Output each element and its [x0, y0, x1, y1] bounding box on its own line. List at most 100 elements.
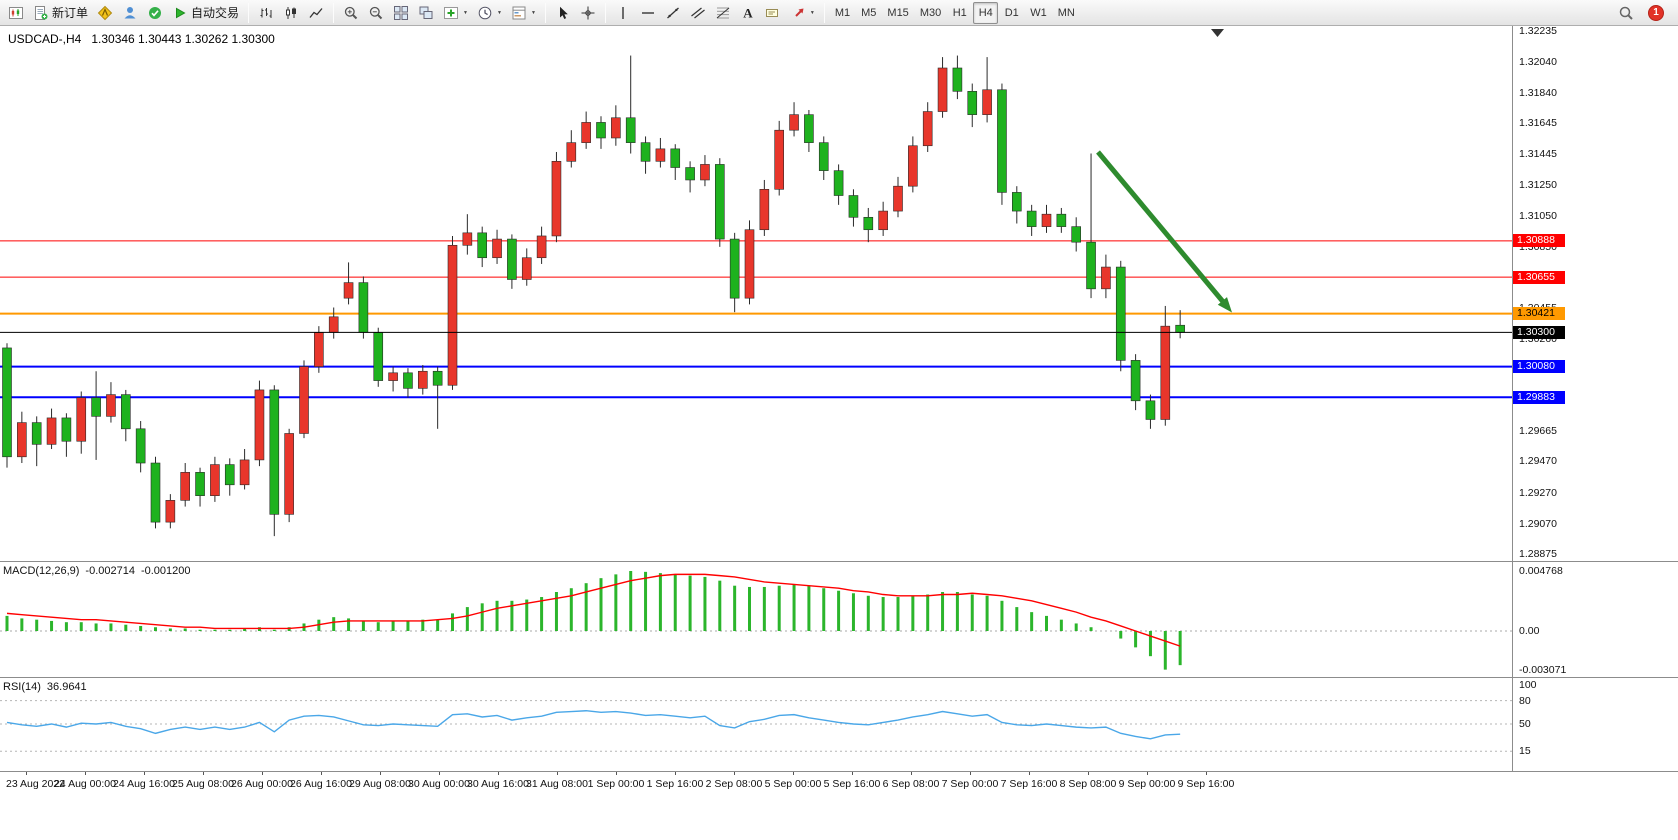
new-order-button[interactable]: 新订单 — [29, 2, 92, 24]
price-level-badge: 1.30300 — [1513, 325, 1565, 339]
add-indicator-button[interactable]: ▼ — [439, 2, 472, 24]
market-button[interactable] — [143, 2, 167, 24]
text-label-tool-button[interactable] — [761, 2, 785, 24]
equidistant-channel-icon — [691, 7, 705, 18]
time-axis-tick — [380, 771, 381, 775]
cascade-windows-button[interactable] — [414, 2, 438, 24]
rsi-value: 36.9641 — [46, 681, 87, 693]
time-axis-tick — [85, 771, 86, 775]
toolbar-separator — [544, 2, 546, 23]
metaeditor-button[interactable] — [93, 2, 117, 24]
timeframe-button-m5[interactable]: M5 — [861, 6, 877, 19]
add-indicator-icon — [444, 6, 459, 19]
timeframe-button-m1[interactable]: M1 — [834, 6, 851, 19]
macd-scale-label: 0.004768 — [1519, 564, 1563, 577]
price-level-badge: 1.30655 — [1513, 270, 1565, 284]
timeframe-button-h4[interactable]: H4 — [973, 1, 999, 24]
zoom-in-button[interactable] — [339, 2, 363, 24]
time-axis-tick — [262, 771, 263, 775]
price-axis-label: 1.31840 — [1519, 86, 1557, 99]
time-axis-tick — [793, 771, 794, 775]
cursor-button[interactable] — [551, 2, 575, 24]
timeframe-button-d1[interactable]: D1 — [1004, 6, 1019, 19]
price-axis-label: 1.31050 — [1519, 209, 1557, 222]
time-axis-tick — [616, 771, 617, 775]
search-button[interactable] — [1614, 2, 1638, 24]
price-level-badge: 1.30888 — [1513, 234, 1565, 248]
bar-chart-button[interactable] — [254, 2, 278, 24]
price-axis[interactable]: 1.32235 1.32040 1.31840 1.31645 1.31445 1.312… — [1512, 25, 1678, 771]
time-axis-label: 7 Sep 00:00 — [941, 778, 999, 790]
community-button[interactable] — [118, 2, 142, 24]
price-axis-label: 1.31250 — [1519, 178, 1557, 191]
price-chart-panel[interactable] — [0, 26, 1512, 561]
crosshair-button[interactable] — [576, 2, 600, 24]
time-axis-tick — [1029, 771, 1030, 775]
macd-signal-line — [6, 573, 1181, 647]
timeframe-button-w1[interactable]: W1 — [1030, 6, 1047, 19]
time-axis[interactable]: 23 Aug 2022 24 Aug 00:00 24 Aug 16:00 25 Au… — [0, 771, 1678, 840]
community-icon — [124, 6, 136, 18]
time-axis-tick — [970, 771, 971, 775]
price-axis-label: 1.31645 — [1519, 117, 1557, 130]
toolbar-separator — [604, 2, 606, 23]
chart-shift-marker[interactable] — [1211, 29, 1224, 37]
templates-button[interactable]: ▼ — [507, 2, 540, 24]
chevron-down-icon: ▼ — [809, 9, 815, 16]
time-axis-tick — [1147, 771, 1148, 775]
fibonacci-tool-button[interactable] — [711, 2, 735, 24]
macd-panel[interactable] — [0, 562, 1512, 677]
panel-divider[interactable] — [0, 771, 1678, 772]
crosshair-icon — [581, 6, 595, 19]
time-axis-label: 23 Aug 2022 — [6, 778, 65, 790]
autotrading-label: 自动交易 — [191, 6, 240, 20]
horizontal-line-tool-button[interactable] — [636, 2, 660, 24]
timeframe-button-m30[interactable]: M30 — [919, 6, 942, 19]
text-tool-button[interactable]: A — [736, 2, 760, 24]
time-axis-tick — [321, 771, 322, 775]
price-level-badge: 1.30080 — [1513, 360, 1565, 374]
chevron-down-icon: ▼ — [463, 9, 468, 16]
chart-window: USDCAD-,H4 1.30346 1.30443 1.30262 1.3030… — [0, 25, 1678, 840]
autotrading-play-icon — [176, 7, 186, 18]
vertical-line-tool-button[interactable] — [611, 2, 635, 24]
notification-badge[interactable]: 1 — [1648, 4, 1664, 21]
trend-line-tool-button[interactable] — [661, 2, 685, 24]
macd-signal-value: -0.001200 — [140, 565, 191, 577]
text-label-icon — [765, 8, 778, 17]
autotrading-button[interactable]: 自动交易 — [168, 2, 243, 24]
cursor-icon — [559, 6, 568, 19]
timeframe-button-mn[interactable]: MN — [1057, 6, 1075, 19]
fibonacci-icon — [716, 7, 730, 18]
new-chart-button[interactable] — [4, 2, 28, 24]
candlestick-chart-button[interactable] — [279, 2, 303, 24]
zoom-out-button[interactable] — [364, 2, 388, 24]
time-axis-tick — [203, 771, 204, 775]
price-level-badge: 1.30421 — [1513, 307, 1565, 321]
panel-divider[interactable] — [0, 677, 1678, 678]
time-axis-tick — [852, 771, 853, 775]
time-axis-label: 24 Aug 16:00 — [113, 778, 175, 790]
time-axis-tick — [734, 771, 735, 775]
horizontal-line-icon — [641, 11, 654, 14]
time-axis-tick — [439, 771, 440, 775]
rsi-panel[interactable] — [0, 678, 1512, 771]
line-chart-button[interactable] — [304, 2, 328, 24]
panel-divider[interactable] — [0, 561, 1678, 562]
price-axis-label: 1.29665 — [1519, 425, 1557, 438]
ohlc-values-label: 1.30346 1.30443 1.30262 1.30300 — [91, 32, 275, 46]
timeframe-button-h1[interactable]: H1 — [952, 6, 967, 19]
time-axis-label: 2 Sep 08:00 — [705, 778, 763, 790]
arrow-objects-button[interactable]: ▼ — [786, 2, 819, 24]
timeframe-button-m15[interactable]: M15 — [887, 6, 909, 19]
tile-windows-button[interactable] — [389, 2, 413, 24]
periods-button[interactable]: ▼ — [473, 2, 506, 24]
time-axis-label: 26 Aug 00:00 — [231, 778, 293, 790]
time-axis-tick — [911, 771, 912, 775]
candlestick-series — [2, 55, 1185, 537]
channel-tool-button[interactable] — [686, 2, 710, 24]
time-axis-tick — [1088, 771, 1089, 775]
time-axis-tick — [557, 771, 558, 775]
price-axis-label: 1.32235 — [1519, 25, 1557, 38]
trend-arrow-annotation[interactable] — [1096, 150, 1226, 305]
